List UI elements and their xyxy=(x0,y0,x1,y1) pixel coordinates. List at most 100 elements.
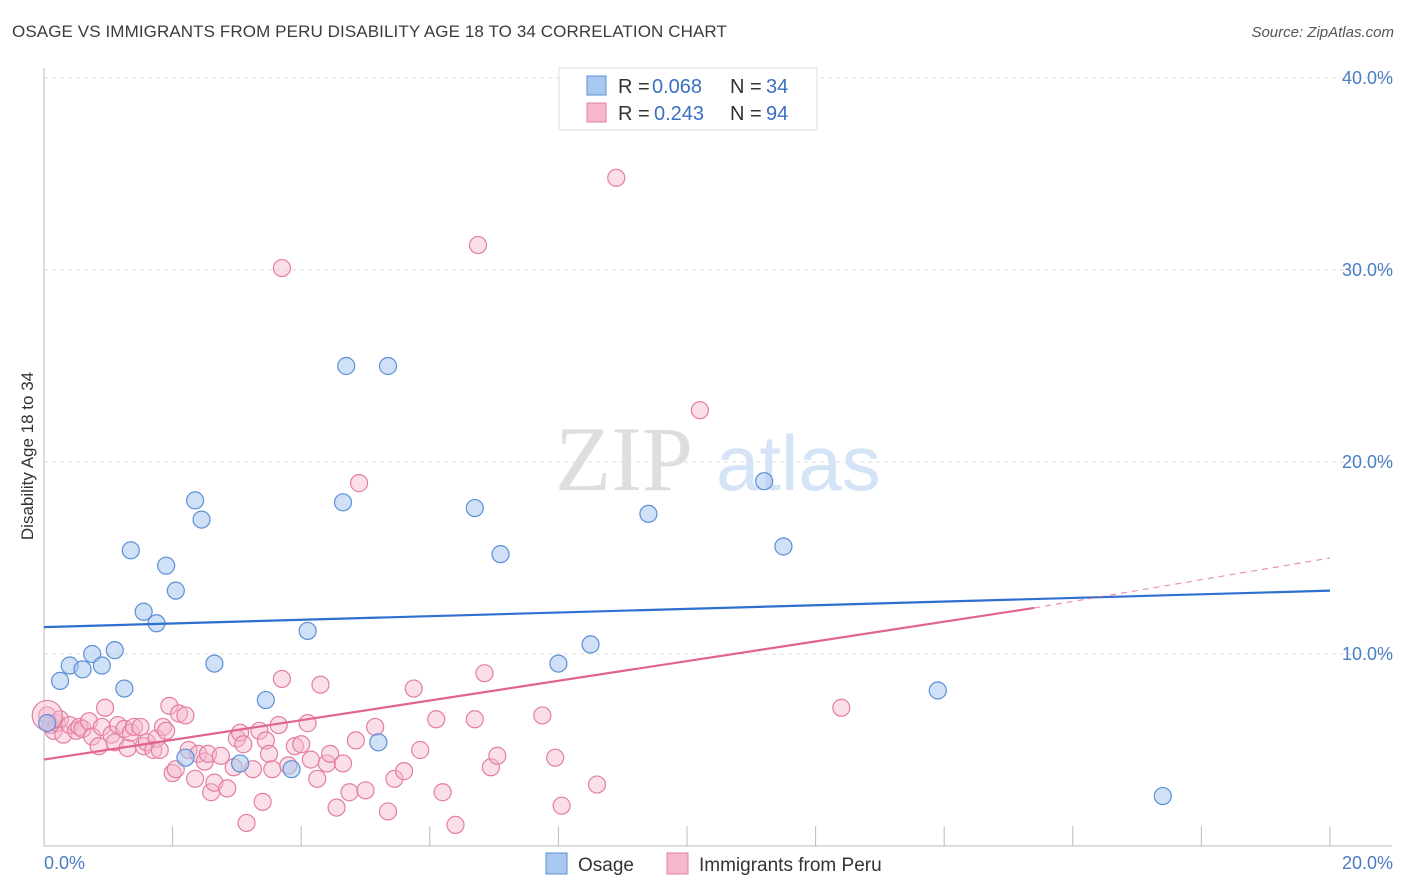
osage-point xyxy=(105,641,124,660)
peru-point xyxy=(488,746,507,765)
legend: R = 0.068 N = 34 R = 0.243 N = 94 xyxy=(558,67,818,131)
peru-point xyxy=(169,704,189,723)
peru-point xyxy=(237,813,256,833)
osage-trend-line xyxy=(43,589,1331,629)
osage-point xyxy=(1153,786,1172,806)
chart-title: OSAGE VS IMMIGRANTS FROM PERU DISABILITY… xyxy=(12,22,727,41)
peru-point xyxy=(70,717,89,737)
peru-series-points xyxy=(31,168,851,834)
peru-point xyxy=(321,744,340,763)
osage-point xyxy=(298,621,317,641)
osage-point xyxy=(774,537,793,556)
peru-point xyxy=(150,740,169,760)
osage-point xyxy=(639,504,658,523)
peru-point xyxy=(690,401,709,420)
peru-point xyxy=(446,815,465,834)
peru-point xyxy=(832,698,851,717)
peru-trend-line xyxy=(43,606,1035,761)
osage-point xyxy=(549,654,568,673)
peru-point xyxy=(144,740,163,760)
bottom-legend-osage-label: Osage xyxy=(578,855,634,876)
peru-point xyxy=(292,735,311,754)
peru-point xyxy=(433,783,452,802)
legend-osage-r-label: R = xyxy=(618,76,650,98)
gridlines xyxy=(44,77,1392,655)
peru-point xyxy=(121,723,140,742)
peru-point xyxy=(533,706,552,725)
osage-point xyxy=(38,714,57,733)
peru-point xyxy=(465,710,484,729)
peru-point xyxy=(546,748,565,767)
legend-peru-swatch xyxy=(586,102,607,123)
peru-point xyxy=(124,717,144,737)
osage-point xyxy=(134,602,153,621)
legend-osage-n-label: N = xyxy=(730,76,762,98)
peru-point xyxy=(607,168,626,187)
osage-point xyxy=(192,510,211,529)
bottom-legend-peru-swatch xyxy=(666,852,689,875)
legend-peru-r-label: R = xyxy=(618,103,650,125)
osage-point xyxy=(231,754,250,773)
peru-point xyxy=(333,754,353,773)
x-tick-labels: 0.0% 20.0% xyxy=(44,853,1393,873)
peru-point xyxy=(311,675,330,694)
legend-peru-n-label: N = xyxy=(730,103,762,125)
peru-point xyxy=(285,737,304,756)
osage-point xyxy=(176,748,195,767)
x-ticks xyxy=(172,826,1331,846)
osage-point xyxy=(491,545,510,564)
osage-point xyxy=(465,498,484,518)
osage-point xyxy=(333,493,353,512)
watermark-zip: ZIP xyxy=(555,408,693,510)
y-tick-labels: 10.0% 20.0% 30.0% 40.0% xyxy=(1342,68,1393,664)
peru-point xyxy=(385,769,404,788)
osage-point xyxy=(378,356,398,376)
peru-point xyxy=(308,769,327,788)
peru-point xyxy=(234,735,253,754)
osage-point xyxy=(755,472,774,491)
y-axis-label: Disability Age 18 to 34 xyxy=(18,372,37,540)
y-tick-label: 20.0% xyxy=(1342,452,1393,472)
y-tick-label: 30.0% xyxy=(1342,260,1393,280)
osage-point xyxy=(121,541,140,560)
peru-point xyxy=(272,669,292,689)
watermark: ZIP atlas xyxy=(555,408,881,510)
peru-point xyxy=(349,474,369,493)
legend-peru-r-value: 0.243 xyxy=(654,103,704,125)
peru-point xyxy=(468,235,488,255)
peru-point xyxy=(259,744,279,763)
osage-point xyxy=(157,556,176,575)
peru-point xyxy=(157,721,176,740)
source-label: Source: ZipAtlas.com xyxy=(1251,24,1394,41)
peru-point xyxy=(475,664,494,683)
peru-point xyxy=(404,679,423,698)
legend-osage-r-value: 0.068 xyxy=(652,76,702,98)
peru-point xyxy=(552,796,571,815)
peru-point xyxy=(378,802,398,821)
peru-point xyxy=(366,717,385,737)
osage-point xyxy=(282,760,301,779)
trend-lines xyxy=(43,557,1331,761)
osage-point xyxy=(337,356,356,376)
osage-point xyxy=(115,679,134,698)
peru-point xyxy=(587,775,607,794)
peru-point xyxy=(92,717,111,737)
peru-point xyxy=(301,750,320,769)
peru-point xyxy=(272,258,292,278)
peru-point xyxy=(186,769,205,788)
peru-point xyxy=(481,758,500,777)
peru-point xyxy=(394,762,414,781)
osage-point xyxy=(186,491,205,510)
peru-point xyxy=(327,798,346,817)
peru-trend-line-extension xyxy=(1034,557,1331,609)
osage-point xyxy=(256,690,275,710)
legend-osage-n-value: 34 xyxy=(766,76,788,98)
osage-point xyxy=(73,660,92,679)
peru-point xyxy=(253,792,272,811)
peru-point xyxy=(95,698,115,717)
osage-series-points xyxy=(38,356,1172,806)
osage-point xyxy=(369,733,388,752)
peru-point xyxy=(256,731,275,750)
peru-point xyxy=(176,706,195,725)
